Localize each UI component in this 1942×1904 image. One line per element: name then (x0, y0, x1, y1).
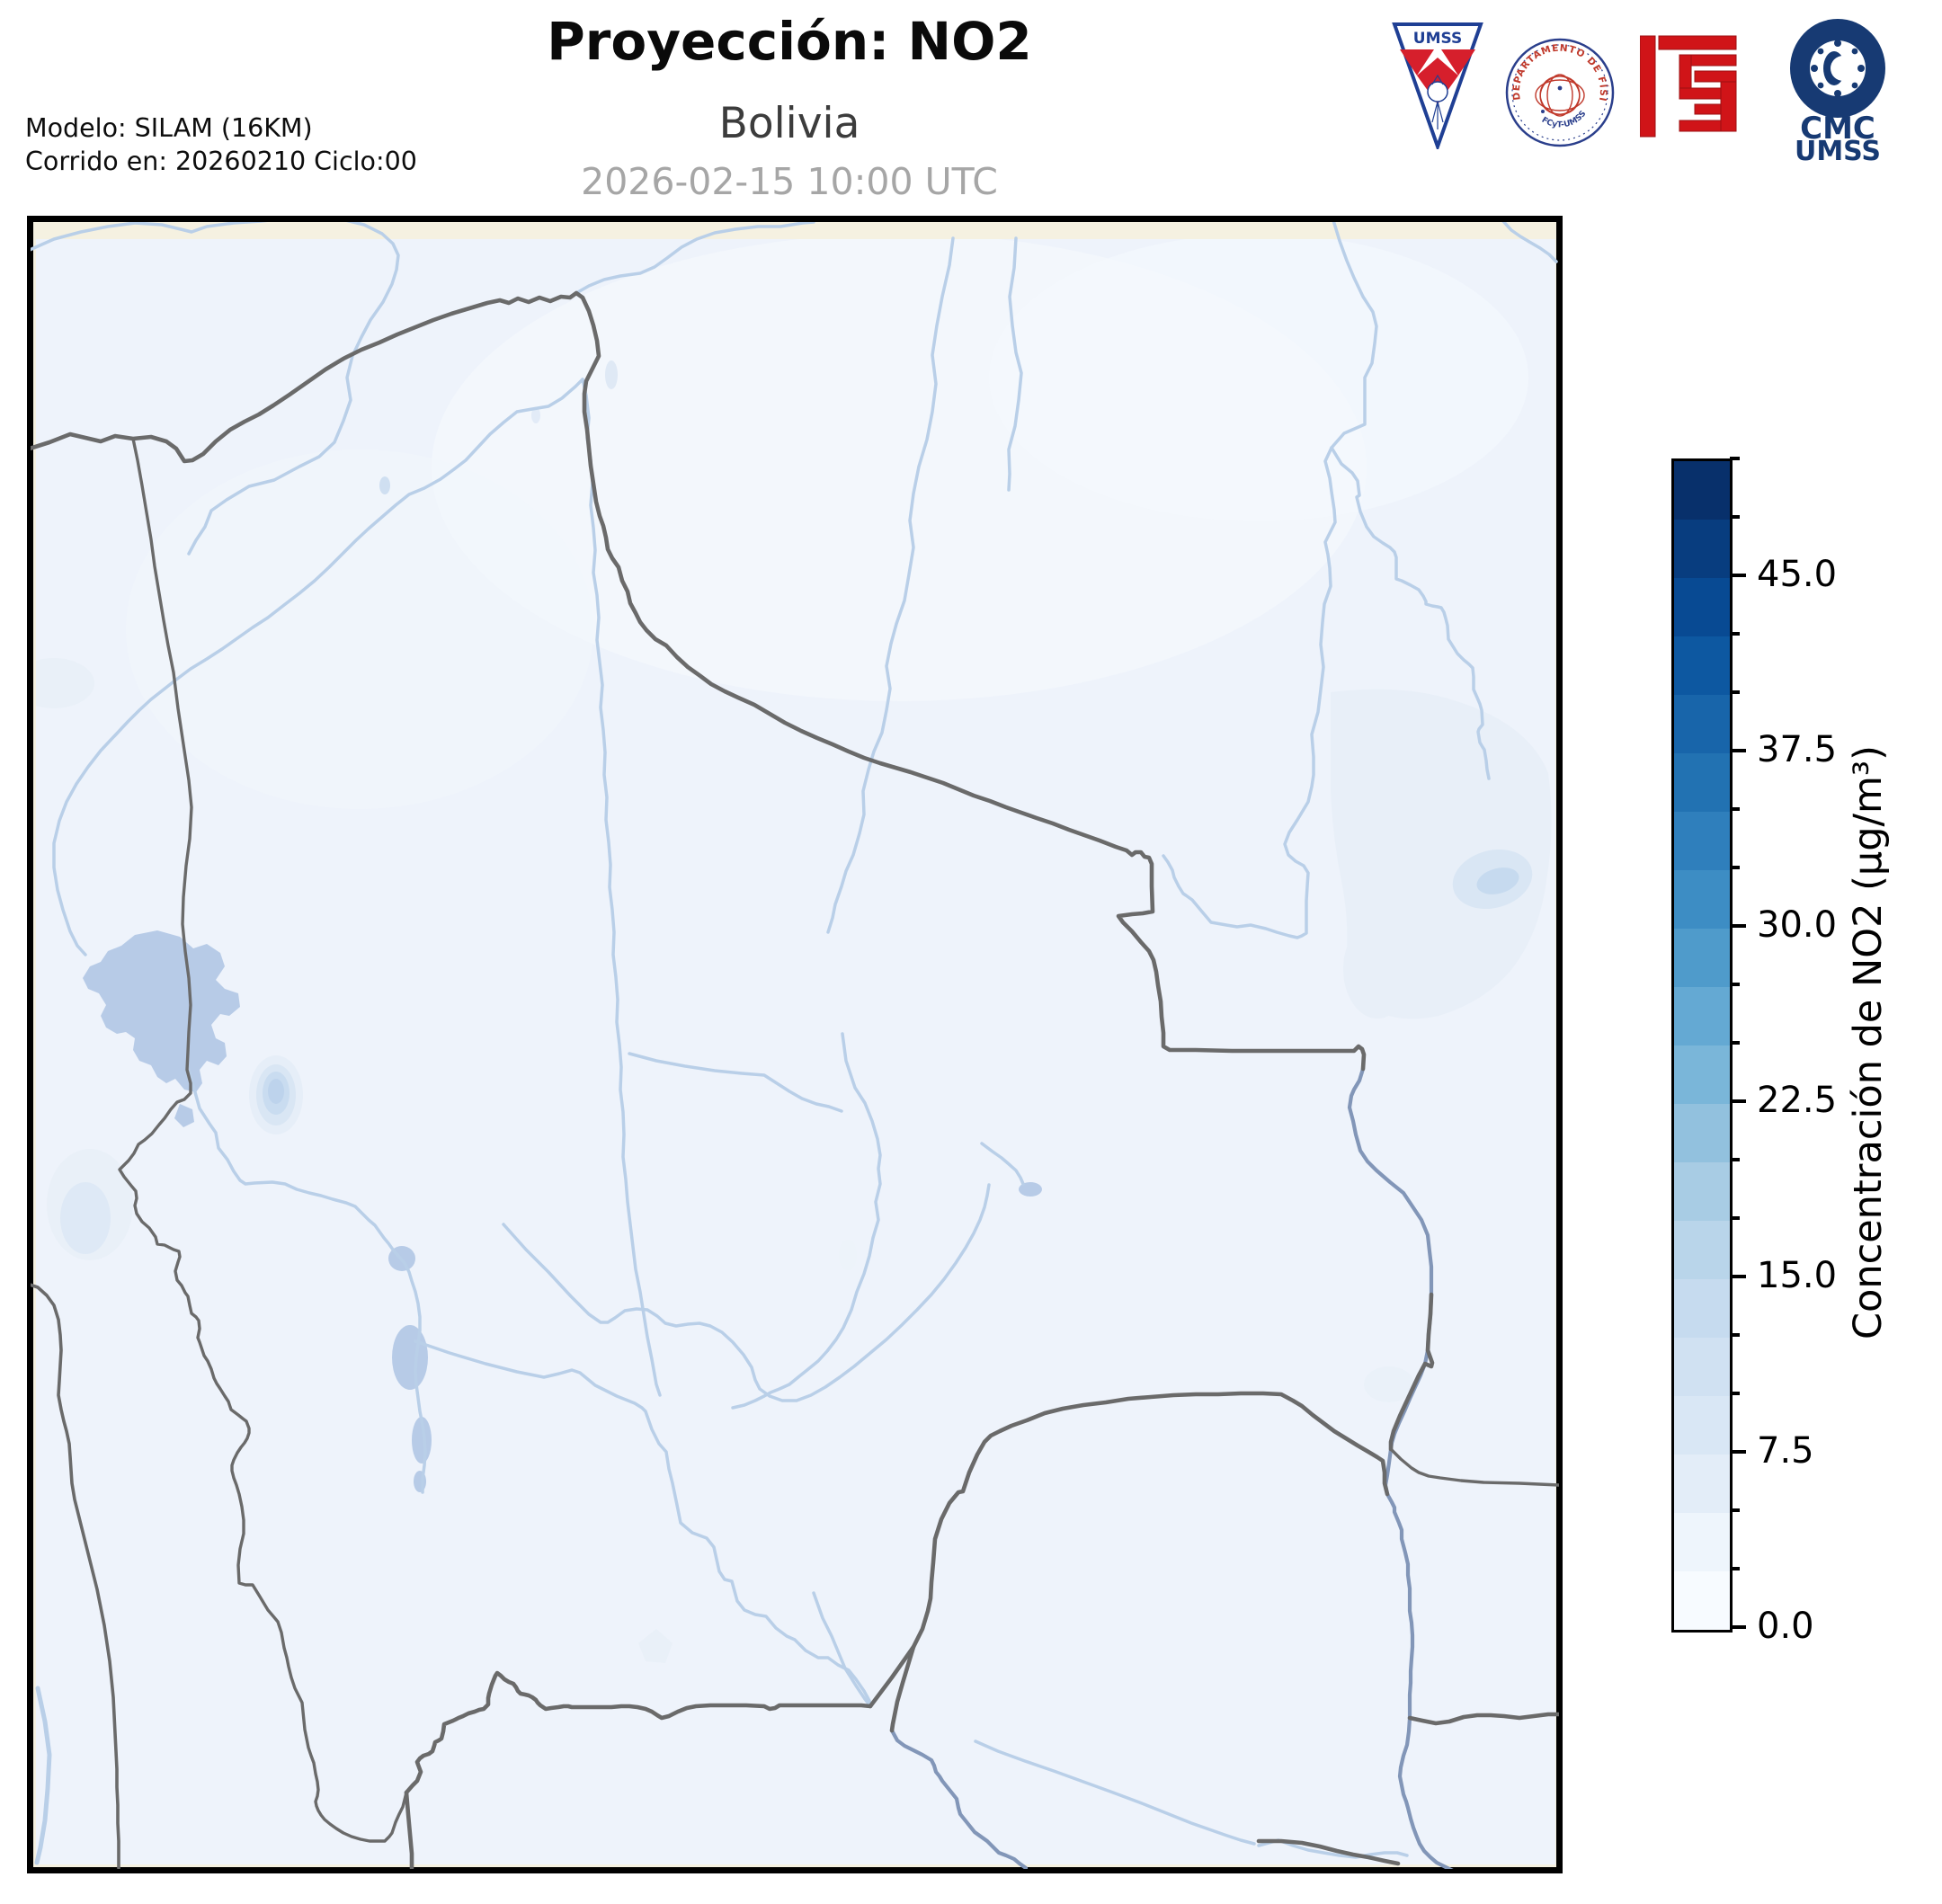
colorbar-major-tick (1730, 1450, 1746, 1454)
colorbar-segment (1674, 1221, 1730, 1279)
colorbar-minor-tick (1730, 1216, 1740, 1220)
colorbar-segment (1674, 929, 1730, 987)
colorbar-tick-label: 7.5 (1757, 1430, 1814, 1472)
umss-pennant-icon: UMSS (1392, 22, 1483, 149)
region-subtitle: Bolivia (718, 99, 860, 148)
model-info-block: Modelo: SILAM (16KM) Corrido en: 2026021… (25, 111, 417, 178)
colorbar-minor-tick (1730, 1508, 1740, 1512)
model-line: Modelo: SILAM (16KM) (25, 113, 313, 143)
colorbar-segment (1674, 578, 1730, 636)
colorbar-major-tick (1730, 1625, 1746, 1629)
colorbar-segment (1674, 870, 1730, 929)
colorbar-axis-label: Concentración de NO2 (µg/m³) (1846, 745, 1891, 1340)
colorbar-minor-tick (1730, 1392, 1740, 1395)
colorbar-minor-tick (1730, 1567, 1740, 1570)
colorbar-segment (1674, 1045, 1730, 1104)
colorbar-segment (1674, 1338, 1730, 1396)
run-line: Corrido en: 20260210 Ciclo:00 (25, 147, 417, 176)
colorbar-segment (1674, 636, 1730, 695)
colorbar-minor-tick (1730, 690, 1740, 694)
colorbar-minor-tick (1730, 457, 1740, 460)
cmc-text: CMC (1800, 111, 1875, 147)
colorbar-segment (1674, 753, 1730, 812)
colorbar-segment (1674, 1396, 1730, 1455)
colorbar-segment (1674, 1162, 1730, 1221)
colorbar-minor-tick (1730, 632, 1740, 636)
colorbar-tick-label: 45.0 (1757, 554, 1838, 595)
umss-pennant-label: UMSS (1413, 30, 1462, 48)
colorbar-minor-tick (1730, 807, 1740, 811)
colorbar-major-tick (1730, 924, 1746, 928)
colorbar-segment (1674, 812, 1730, 870)
concentration-contours (36, 239, 1552, 1663)
colorbar-minor-tick (1730, 866, 1740, 869)
colorbar-segment (1674, 520, 1730, 578)
colorbar-major-tick (1730, 574, 1746, 577)
major-rivers (889, 1066, 1454, 1869)
colorbar-major-tick (1730, 1275, 1746, 1278)
cmc-umss-logo: CMC UMSS (1790, 19, 1885, 162)
colorbar-major-tick (1730, 1099, 1746, 1103)
colorbar-tick-label: 22.5 (1757, 1080, 1838, 1121)
colorbar-segment (1674, 1279, 1730, 1338)
colorbar-segment (1674, 461, 1730, 520)
colorbar-segment (1674, 1455, 1730, 1513)
colorbar-tick-label: 15.0 (1757, 1255, 1838, 1296)
colorbar-minor-tick (1730, 1333, 1740, 1337)
colorbar-segment (1674, 1104, 1730, 1162)
colorbar-minor-tick (1730, 983, 1740, 986)
colorbar-minor-tick (1730, 1158, 1740, 1161)
cmc-umss-text: UMSS (1795, 136, 1881, 162)
colorbar-minor-tick (1730, 1041, 1740, 1045)
page-title: Proyección: NO2 (547, 11, 1032, 72)
colorbar-segment (1674, 695, 1730, 753)
colorbar-segment (1674, 987, 1730, 1045)
colorbar-major-tick (1730, 749, 1746, 752)
colorbar-tick-label: 0.0 (1757, 1606, 1814, 1647)
colorbar-minor-tick (1730, 515, 1740, 519)
colorbar-tick-label: 37.5 (1757, 729, 1838, 770)
lake-titicaca (83, 930, 240, 1092)
country-borders (31, 290, 1559, 1869)
red-institute-emblem-icon (1640, 35, 1737, 138)
colorbar-segment (1674, 1513, 1730, 1571)
colorbar-tick-label: 30.0 (1757, 904, 1838, 946)
colorbar-segment (1674, 1571, 1730, 1630)
physics-department-seal-icon: DEPARTAMENTO DE FÍSICA FCyT-UMSS (1503, 36, 1615, 147)
colorbar (1671, 458, 1733, 1633)
valid-datetime: 2026-02-15 10:00 UTC (581, 160, 998, 203)
rivers (31, 222, 1558, 1865)
